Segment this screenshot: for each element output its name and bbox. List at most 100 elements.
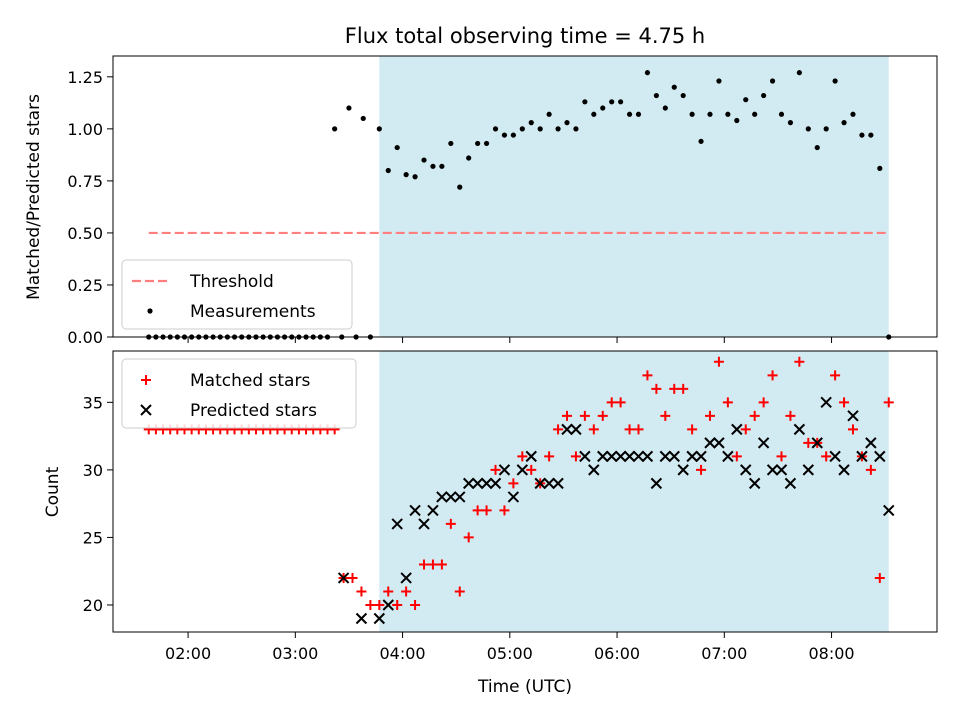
predicted-star-point [614, 450, 627, 463]
axes-frame [112, 55, 938, 338]
matched-star-point [758, 397, 769, 408]
measurement-point [653, 92, 659, 99]
predicted-star-point [597, 450, 609, 463]
legend-label: Predicted stars [190, 401, 317, 421]
predicted-star-point [748, 477, 761, 490]
matched-star-point [508, 478, 519, 489]
measurement-point [618, 99, 624, 105]
matched-star-point [749, 410, 760, 421]
matched-star-point [803, 437, 814, 448]
matched-star-point [821, 451, 832, 462]
measurement-point [877, 165, 883, 171]
predicted-star-point [570, 423, 582, 436]
matched-star-point [633, 424, 644, 435]
measurement-point [555, 126, 561, 132]
predicted-star-point [632, 450, 645, 463]
measurement-point [805, 126, 811, 132]
matched-star-point [731, 451, 742, 462]
measurement-point [537, 126, 543, 132]
predicted-star-point [668, 450, 680, 463]
matched-star-point [615, 397, 626, 408]
matched-star-point [651, 383, 662, 394]
measurement-point [769, 78, 776, 84]
matched-star-point [570, 451, 581, 462]
predicted-star-point [847, 410, 859, 422]
legend: Matched stars Predicted stars [121, 358, 357, 429]
predicted-star-point [498, 464, 511, 476]
predicted-star-point [766, 464, 779, 476]
measurement-point [519, 126, 525, 132]
measurement-point [332, 126, 338, 132]
measurement-point [778, 111, 785, 117]
predicted-star-point [543, 477, 555, 490]
x-tick-label: 04:00 [380, 644, 426, 663]
measurement-point [510, 132, 516, 138]
predicted-star-point [820, 396, 832, 409]
y-tick-label: 20 [83, 596, 103, 615]
predicted-star-point [445, 491, 457, 503]
predicted-star-point [874, 450, 886, 463]
measurement-point [439, 163, 445, 169]
measurement-point [814, 144, 820, 151]
matched-star-point [365, 599, 376, 610]
measurement-point [698, 138, 704, 144]
measurement-point [716, 78, 722, 84]
measurement-point [662, 105, 668, 111]
matched-star-point [383, 586, 394, 597]
matched-star-point [642, 370, 653, 381]
predicted-star-point [784, 477, 797, 490]
predicted-star-point [883, 504, 895, 517]
measurement-point [475, 140, 481, 147]
matched-star-point [767, 370, 778, 381]
predicted-star-point [677, 464, 689, 476]
predicted-star-point [802, 464, 815, 476]
measurement-point [573, 126, 579, 132]
matched-star-point [517, 451, 528, 462]
matched-star-point [392, 599, 403, 610]
predicted-star-point [534, 477, 546, 490]
legend-label: Measurements [190, 302, 316, 322]
y-tick-label: 0.75 [67, 172, 103, 191]
matched-star-point [526, 464, 537, 475]
measurement-point [501, 132, 508, 138]
measurement-point [412, 174, 418, 180]
matched-star-point [427, 559, 438, 570]
matched-star-point [704, 410, 715, 421]
matched-star-point [553, 424, 564, 435]
matched-star-point [579, 410, 590, 421]
predicted-star-point [838, 464, 850, 476]
measurement-point [644, 70, 651, 76]
x-tick-label: 06:00 [594, 644, 640, 663]
matched-star-point [696, 464, 707, 475]
predicted-star-point [856, 450, 868, 463]
predicted-star-point [462, 477, 475, 490]
predicted-star-point [409, 504, 421, 517]
matched-star-point [401, 586, 412, 597]
measurement-point [492, 126, 499, 132]
predicted-star-point [811, 437, 823, 449]
matched-star-point [410, 599, 421, 610]
predicted-star-point [713, 437, 725, 449]
predicted-star-point [623, 450, 636, 463]
legend-label: Matched stars [190, 371, 310, 391]
matched-star-point [794, 356, 805, 367]
predicted-star-point [579, 450, 591, 463]
measurement-point [707, 111, 713, 117]
measurement-point [609, 99, 615, 105]
predicted-star-point [650, 477, 663, 490]
measurement-point [564, 120, 570, 126]
x-tick-label: 05:00 [487, 644, 533, 663]
matched-star-point [463, 532, 474, 543]
measurement-point [734, 117, 740, 124]
matched-star-point [847, 424, 858, 435]
measurement-point [360, 115, 366, 122]
measurement-point [680, 92, 686, 99]
matched-star-point [883, 397, 894, 408]
measurement-point [725, 111, 731, 117]
predicted-star-point [641, 450, 654, 463]
matched-star-point [419, 559, 430, 570]
measurement-point [591, 111, 597, 117]
predicted-star-point [775, 464, 788, 476]
measurement-point [403, 172, 409, 178]
matched-star-point [544, 451, 555, 462]
